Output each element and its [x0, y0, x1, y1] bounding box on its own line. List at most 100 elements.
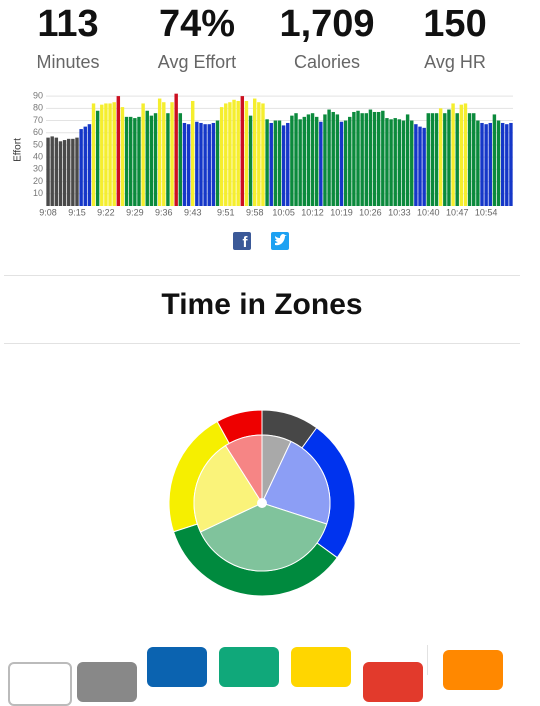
zone-button[interactable] [219, 647, 279, 687]
stat-value: 74% [158, 3, 236, 45]
effort-chart: Effort 10 20 30 40 50 60 70 80 90 9:08 9:15 9:22 9:2… [13, 90, 513, 217]
bar [178, 113, 183, 206]
bar [112, 102, 116, 206]
inner-slice [199, 502, 328, 572]
bar [500, 122, 505, 206]
bar [46, 137, 50, 206]
bar [207, 124, 211, 206]
divider [4, 275, 520, 276]
facebook-icon[interactable] [233, 232, 251, 250]
bar [228, 102, 232, 206]
bar [310, 113, 315, 206]
zone-button[interactable] [8, 662, 72, 706]
zone-button[interactable] [147, 647, 207, 687]
bar [467, 113, 472, 206]
y-tick-label: 50 [33, 139, 43, 149]
bar [153, 113, 158, 206]
bar [124, 116, 129, 206]
bar [215, 120, 220, 206]
bar [319, 121, 323, 206]
bar [54, 137, 59, 206]
bar [174, 93, 178, 206]
bar [447, 109, 451, 206]
bar [343, 120, 348, 206]
bar [463, 103, 468, 206]
zone-button[interactable] [291, 647, 351, 687]
zone-button[interactable] [363, 662, 423, 702]
bar [133, 118, 137, 206]
bar [269, 122, 273, 206]
bar [257, 102, 261, 206]
share-icons: f [233, 232, 289, 251]
bar [335, 114, 340, 206]
bar [145, 110, 149, 206]
y-tick-label: 70 [33, 115, 43, 125]
bar [306, 114, 311, 206]
x-tick-label: 9:29 [126, 207, 144, 217]
inner-slice [224, 434, 263, 505]
zone-button[interactable] [77, 662, 137, 702]
bar [157, 98, 162, 206]
bar [261, 103, 265, 206]
bar [108, 103, 112, 206]
bar [438, 108, 443, 206]
bar [480, 122, 484, 206]
bar [236, 100, 240, 206]
bar [356, 110, 360, 206]
page: 113 Minutes 74% Avg Effort 1,709 Calories 1… [3, 0, 520, 706]
x-tick-label: 9:58 [246, 207, 264, 217]
bar [422, 127, 426, 206]
y-tick-label: 90 [33, 90, 43, 100]
x-tick-label: 9:43 [184, 207, 202, 217]
bar [58, 141, 63, 206]
section-title: Time in Zones [161, 288, 363, 321]
bar [273, 120, 278, 206]
twitter-glyph [275, 234, 287, 246]
bar [430, 113, 435, 206]
bar [476, 120, 480, 206]
bar [95, 110, 100, 206]
bar [393, 118, 397, 206]
bar [505, 124, 509, 206]
bar [434, 113, 439, 206]
bar [302, 116, 307, 206]
x-tick-label: 10:26 [359, 207, 382, 217]
bar [488, 122, 492, 206]
bar [294, 113, 298, 206]
bar [277, 120, 282, 206]
bar [451, 103, 455, 206]
bar [368, 109, 373, 206]
bar [100, 104, 104, 206]
x-tick-label: 9:22 [97, 207, 115, 217]
bar [314, 116, 319, 206]
bar [265, 119, 269, 206]
y-tick-label: 20 [33, 176, 43, 186]
bar [484, 124, 488, 206]
bar [290, 115, 294, 206]
zones-chart [168, 409, 356, 597]
bar [240, 96, 245, 206]
stat: 113 Minutes [3, 0, 133, 73]
x-tick-label: 10:47 [446, 207, 469, 217]
x-tick-label: 10:33 [388, 207, 411, 217]
zone-button[interactable] [443, 650, 503, 690]
bar [244, 100, 249, 206]
bar [129, 116, 133, 206]
bar [50, 136, 54, 206]
bar [170, 102, 174, 206]
inner-slice [193, 444, 263, 533]
bar [492, 114, 497, 206]
x-tick-label: 9:51 [217, 207, 235, 217]
bar [397, 119, 402, 206]
bar [252, 98, 257, 206]
bar [455, 113, 459, 206]
bar [286, 122, 290, 206]
inner-slice [261, 440, 331, 525]
bar [116, 96, 121, 206]
x-tick-label: 10:19 [330, 207, 353, 217]
bar [472, 113, 476, 206]
y-axis-label: Effort [13, 138, 24, 162]
bar [71, 138, 75, 206]
bar [327, 109, 331, 206]
bar [376, 111, 381, 206]
